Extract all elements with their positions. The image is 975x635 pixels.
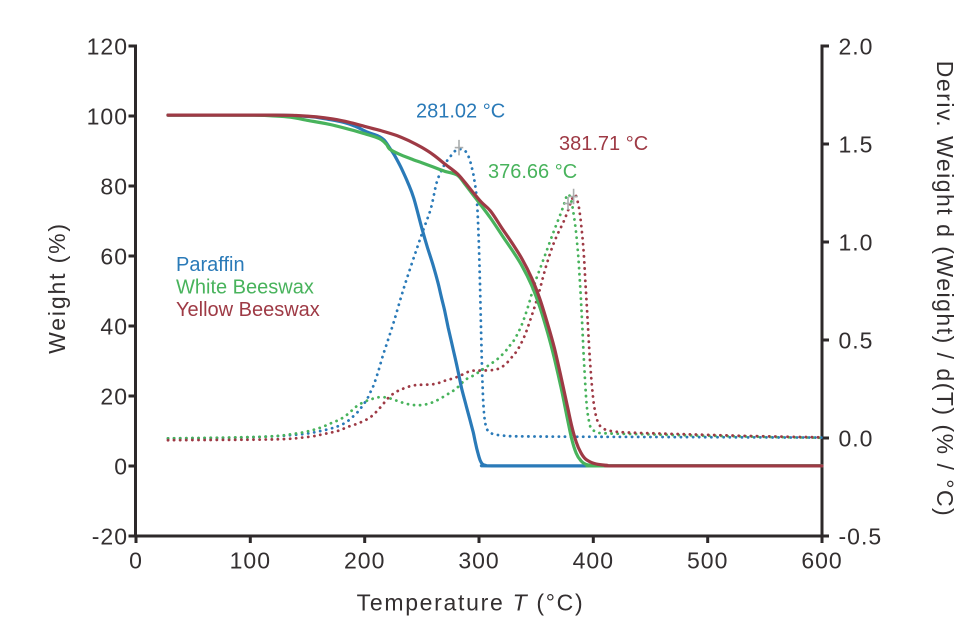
svg-text:0: 0 <box>129 548 143 574</box>
svg-text:200: 200 <box>344 548 385 574</box>
svg-text:40: 40 <box>100 313 128 339</box>
svg-text:Temperature T (°C): Temperature T (°C) <box>357 590 585 616</box>
svg-text:0.5: 0.5 <box>839 327 874 353</box>
svg-text:281.02 °C: 281.02 °C <box>416 101 505 123</box>
svg-text:500: 500 <box>687 548 728 574</box>
svg-text:White Beeswax: White Beeswax <box>176 277 314 299</box>
svg-text:120: 120 <box>87 33 128 59</box>
svg-text:2.0: 2.0 <box>839 33 874 59</box>
svg-text:1.5: 1.5 <box>839 131 874 157</box>
svg-text:1.0: 1.0 <box>839 229 874 255</box>
svg-text:300: 300 <box>458 548 499 574</box>
svg-text:100: 100 <box>87 103 128 129</box>
svg-text:100: 100 <box>230 548 271 574</box>
svg-text:376.66 °C: 376.66 °C <box>488 161 577 183</box>
svg-text:-20: -20 <box>92 523 128 549</box>
svg-text:-0.5: -0.5 <box>839 523 883 549</box>
svg-text:400: 400 <box>573 548 614 574</box>
svg-text:80: 80 <box>100 173 128 199</box>
svg-text:Weight (%): Weight (%) <box>44 222 70 354</box>
svg-text:Paraffin: Paraffin <box>176 254 245 276</box>
svg-text:Yellow Beeswax: Yellow Beeswax <box>176 299 320 321</box>
svg-text:381.71 °C: 381.71 °C <box>559 133 648 155</box>
svg-text:20: 20 <box>100 383 128 409</box>
svg-text:0.0: 0.0 <box>839 425 874 451</box>
svg-text:Deriv. Weight d (Weight) / d(T: Deriv. Weight d (Weight) / d(T) (% / °C) <box>932 61 958 517</box>
svg-text:60: 60 <box>100 243 128 269</box>
svg-text:0: 0 <box>114 453 128 479</box>
svg-text:600: 600 <box>801 548 842 574</box>
